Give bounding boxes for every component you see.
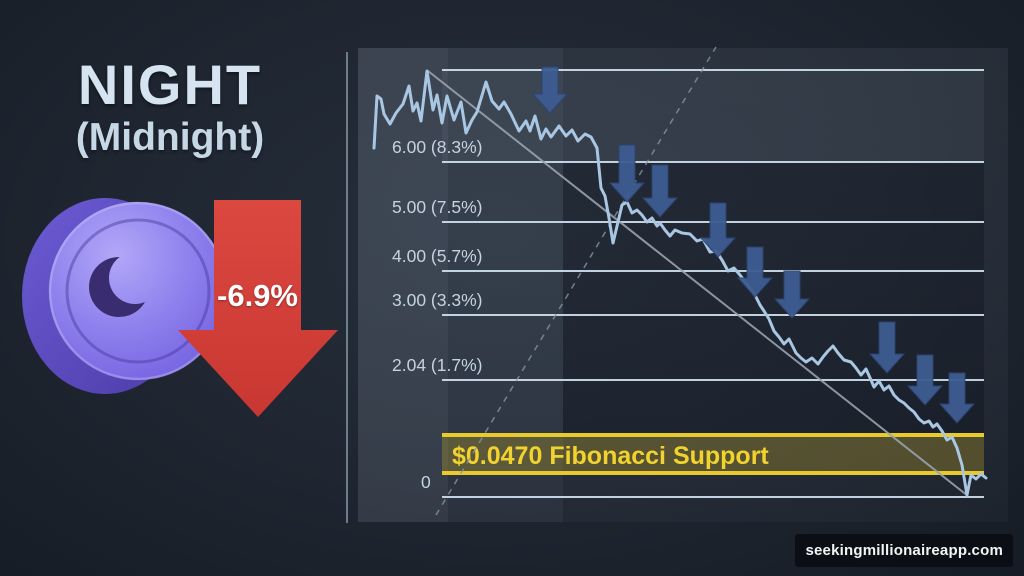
change-badge: -6.9% [217,278,298,313]
decline-arrow-icon [906,354,944,406]
support-label: $0.0470 Fibonacci Support [452,442,769,470]
trendline [427,70,969,497]
down-arrow-polygon [178,200,338,417]
coin-graphic [22,198,228,394]
coin-inner-ring [65,218,211,364]
decline-arrow-icon [868,321,906,374]
price-line [372,69,988,497]
section-divider [346,52,348,523]
night-coin-icon [22,188,228,400]
down-arrow-icon: -6.9% [170,196,345,422]
page-title: NIGHT [77,53,263,116]
decline-arrow-icon [531,66,569,114]
grid-label: 0 [421,472,431,492]
support-band [442,435,984,473]
watermark: seekingmillionaireapp.com [795,534,1013,567]
grid-label: 3.00 (3.3%) [392,290,482,310]
decline-arrow-icon [699,202,737,258]
chart-backdrop-top-row [442,70,984,162]
grid-label: 2.04 (1.7%) [392,355,482,375]
decline-arrow-icon [641,164,679,218]
page-subtitle: (Midnight) [75,116,265,159]
chart-backdrop-column-1 [358,48,448,522]
decline-arrow-icon [938,372,976,424]
grid-label: 5.00 (7.5%) [392,197,482,217]
grid-label: 4.00 (5.7%) [392,246,482,266]
decline-arrow-icon [773,270,811,319]
decline-arrow-icon [608,144,646,203]
down-arrow-shape [178,200,338,417]
grid-label: 6.00 (8.3%) [392,137,482,157]
moon-icon [89,257,149,317]
decline-arrow-icon [736,246,774,298]
